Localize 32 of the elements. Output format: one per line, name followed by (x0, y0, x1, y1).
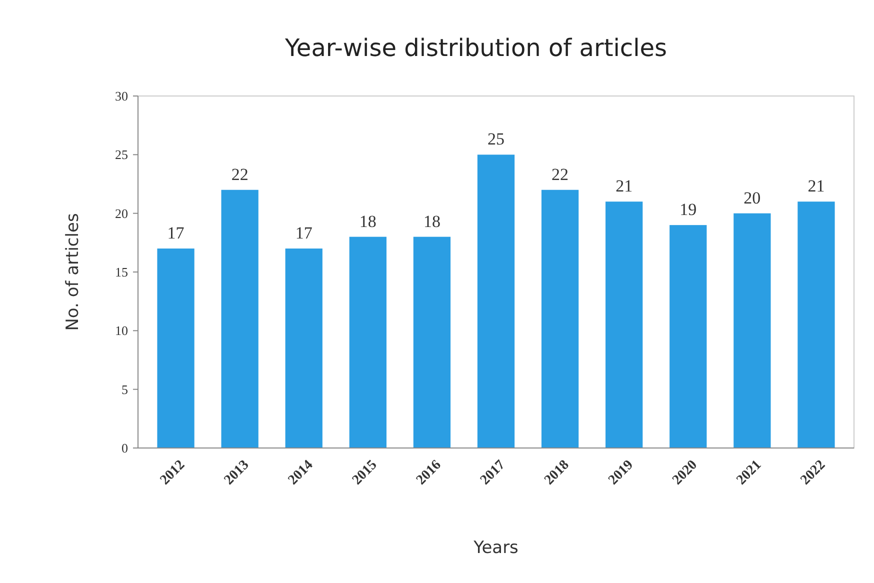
bar (541, 190, 579, 448)
chart-title: Year-wise distribution of articles (284, 34, 668, 62)
y-tick-label: 0 (122, 440, 128, 456)
bar (606, 202, 643, 448)
data-label: 17 (295, 224, 313, 243)
bar (798, 202, 835, 448)
data-label: 17 (167, 224, 185, 243)
data-label: 19 (680, 200, 697, 220)
y-axis-title: No. of articles (63, 213, 83, 331)
y-tick-label: 10 (115, 323, 128, 338)
bar (413, 236, 451, 448)
bar (670, 225, 707, 448)
data-label: 18 (423, 212, 440, 231)
y-tick-label: 30 (115, 88, 128, 104)
data-label: 21 (808, 176, 825, 196)
bar (477, 154, 515, 448)
data-label: 18 (359, 212, 376, 231)
bar (157, 248, 194, 448)
y-tick-label: 5 (122, 382, 128, 397)
bar (734, 213, 771, 448)
x-axis-title: Years (472, 538, 519, 558)
y-tick-label: 25 (115, 147, 128, 162)
bar (349, 236, 386, 448)
y-tick-label: 20 (115, 206, 128, 221)
y-tick-label: 15 (115, 264, 128, 280)
data-label: 22 (231, 164, 248, 184)
bar (221, 190, 258, 448)
data-label: 22 (552, 164, 569, 184)
bar (285, 248, 322, 448)
data-label: 20 (744, 188, 761, 208)
data-label: 21 (616, 176, 633, 196)
data-label: 25 (488, 130, 504, 149)
